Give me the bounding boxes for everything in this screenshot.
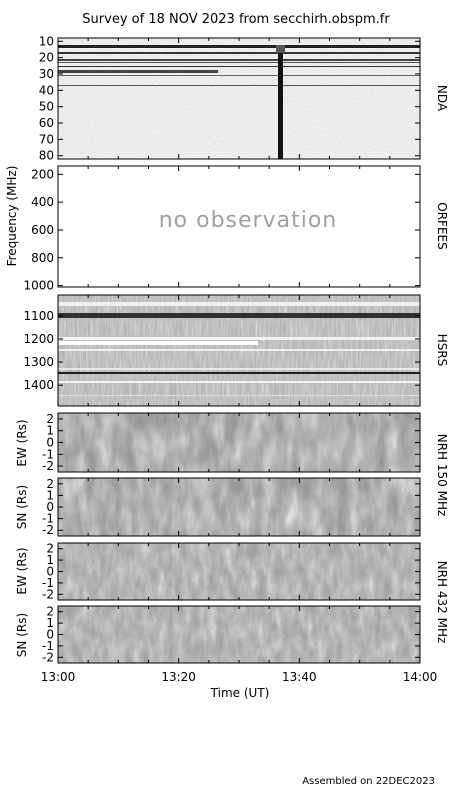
chart-title: Survey of 18 NOV 2023 from secchirh.obsp… <box>82 12 390 27</box>
y-tick-label-6-0: 2 <box>46 605 54 619</box>
y-tick-label-3-4: -2 <box>42 459 54 473</box>
y-tick-label-2-2: 1300 <box>23 355 54 369</box>
y-tick-label-6-3: -1 <box>42 639 54 653</box>
y-tick-label-5-3: -1 <box>42 576 54 590</box>
y-tick-label-3-2: 0 <box>46 436 54 450</box>
y-tick-label-2-3: 1400 <box>23 378 54 392</box>
axes-layer: 1020304050607080200400600800100011001200… <box>23 34 437 684</box>
assembled-footer: Assembled on 22DEC2023 <box>302 776 435 787</box>
panel-name-hsrs: HSRS <box>435 334 449 367</box>
panel-name-orfees: ORFEES <box>435 202 449 249</box>
x-axis-label: Time (UT) <box>210 686 270 700</box>
y-tick-label-0-5: 60 <box>39 116 54 130</box>
y-tick-label-3-0: 2 <box>46 412 54 426</box>
y-tick-label-2-1: 1200 <box>23 332 54 346</box>
y-tick-label-5-0: 2 <box>46 542 54 556</box>
y-tick-label-4-4: -2 <box>42 523 54 537</box>
side-label-nrh432: NRH 432 MHz <box>435 561 449 644</box>
x-tick-label-3: 14:00 <box>403 670 438 684</box>
y-tick-label-4-3: -1 <box>42 512 54 526</box>
x-tick-label-2: 13:40 <box>282 670 317 684</box>
x-tick-label-1: 13:20 <box>161 670 196 684</box>
y-tick-label-4-2: 0 <box>46 500 54 514</box>
y-tick-label-3-1: 1 <box>46 424 54 438</box>
side-label-nrh150: NRH 150 MHz <box>435 434 449 517</box>
y-tick-label-1-4: 1000 <box>23 279 54 293</box>
y-tick-label-3-3: -1 <box>42 447 54 461</box>
nrh-150-ew-image <box>58 413 420 472</box>
frequency-axis-label: Frequency (MHz) <box>5 166 19 267</box>
x-tick-label-0: 13:00 <box>41 670 76 684</box>
y-tick-label-0-7: 80 <box>39 149 54 163</box>
nda-spectrogram <box>58 38 420 159</box>
orfees-no-observation: no observation <box>159 208 338 233</box>
nrh-150-sn-image <box>58 478 420 536</box>
nrh150-sn-label: SN (Rs) <box>15 485 29 529</box>
y-tick-label-5-4: -2 <box>42 587 54 601</box>
y-tick-label-0-0: 10 <box>39 34 54 48</box>
y-tick-label-6-1: 1 <box>46 616 54 630</box>
nrh432-sn-label: SN (Rs) <box>15 613 29 657</box>
y-tick-label-6-2: 0 <box>46 628 54 642</box>
y-tick-label-4-0: 2 <box>46 477 54 491</box>
y-tick-label-6-4: -2 <box>42 650 54 664</box>
y-tick-label-4-1: 1 <box>46 488 54 502</box>
nrh-432-sn-image <box>58 606 420 663</box>
y-tick-label-1-0: 200 <box>31 167 54 181</box>
y-tick-label-1-3: 800 <box>31 251 54 265</box>
y-tick-label-5-2: 0 <box>46 565 54 579</box>
nrh150-ew-label: EW (Rs) <box>15 419 29 466</box>
y-tick-label-0-6: 70 <box>39 132 54 146</box>
panel-name-nda: NDA <box>435 85 449 112</box>
nrh432-ew-label: EW (Rs) <box>15 547 29 594</box>
y-tick-label-2-0: 1100 <box>23 309 54 323</box>
y-tick-label-1-2: 600 <box>31 223 54 237</box>
nrh-432-ew-image <box>58 543 420 600</box>
y-tick-label-0-4: 50 <box>39 100 54 114</box>
y-tick-label-0-3: 40 <box>39 83 54 97</box>
hsrs-spectrogram <box>58 295 420 406</box>
y-tick-label-0-2: 30 <box>39 67 54 81</box>
y-tick-label-5-1: 1 <box>46 553 54 567</box>
y-tick-label-1-1: 400 <box>31 195 54 209</box>
y-tick-label-0-1: 20 <box>39 51 54 65</box>
